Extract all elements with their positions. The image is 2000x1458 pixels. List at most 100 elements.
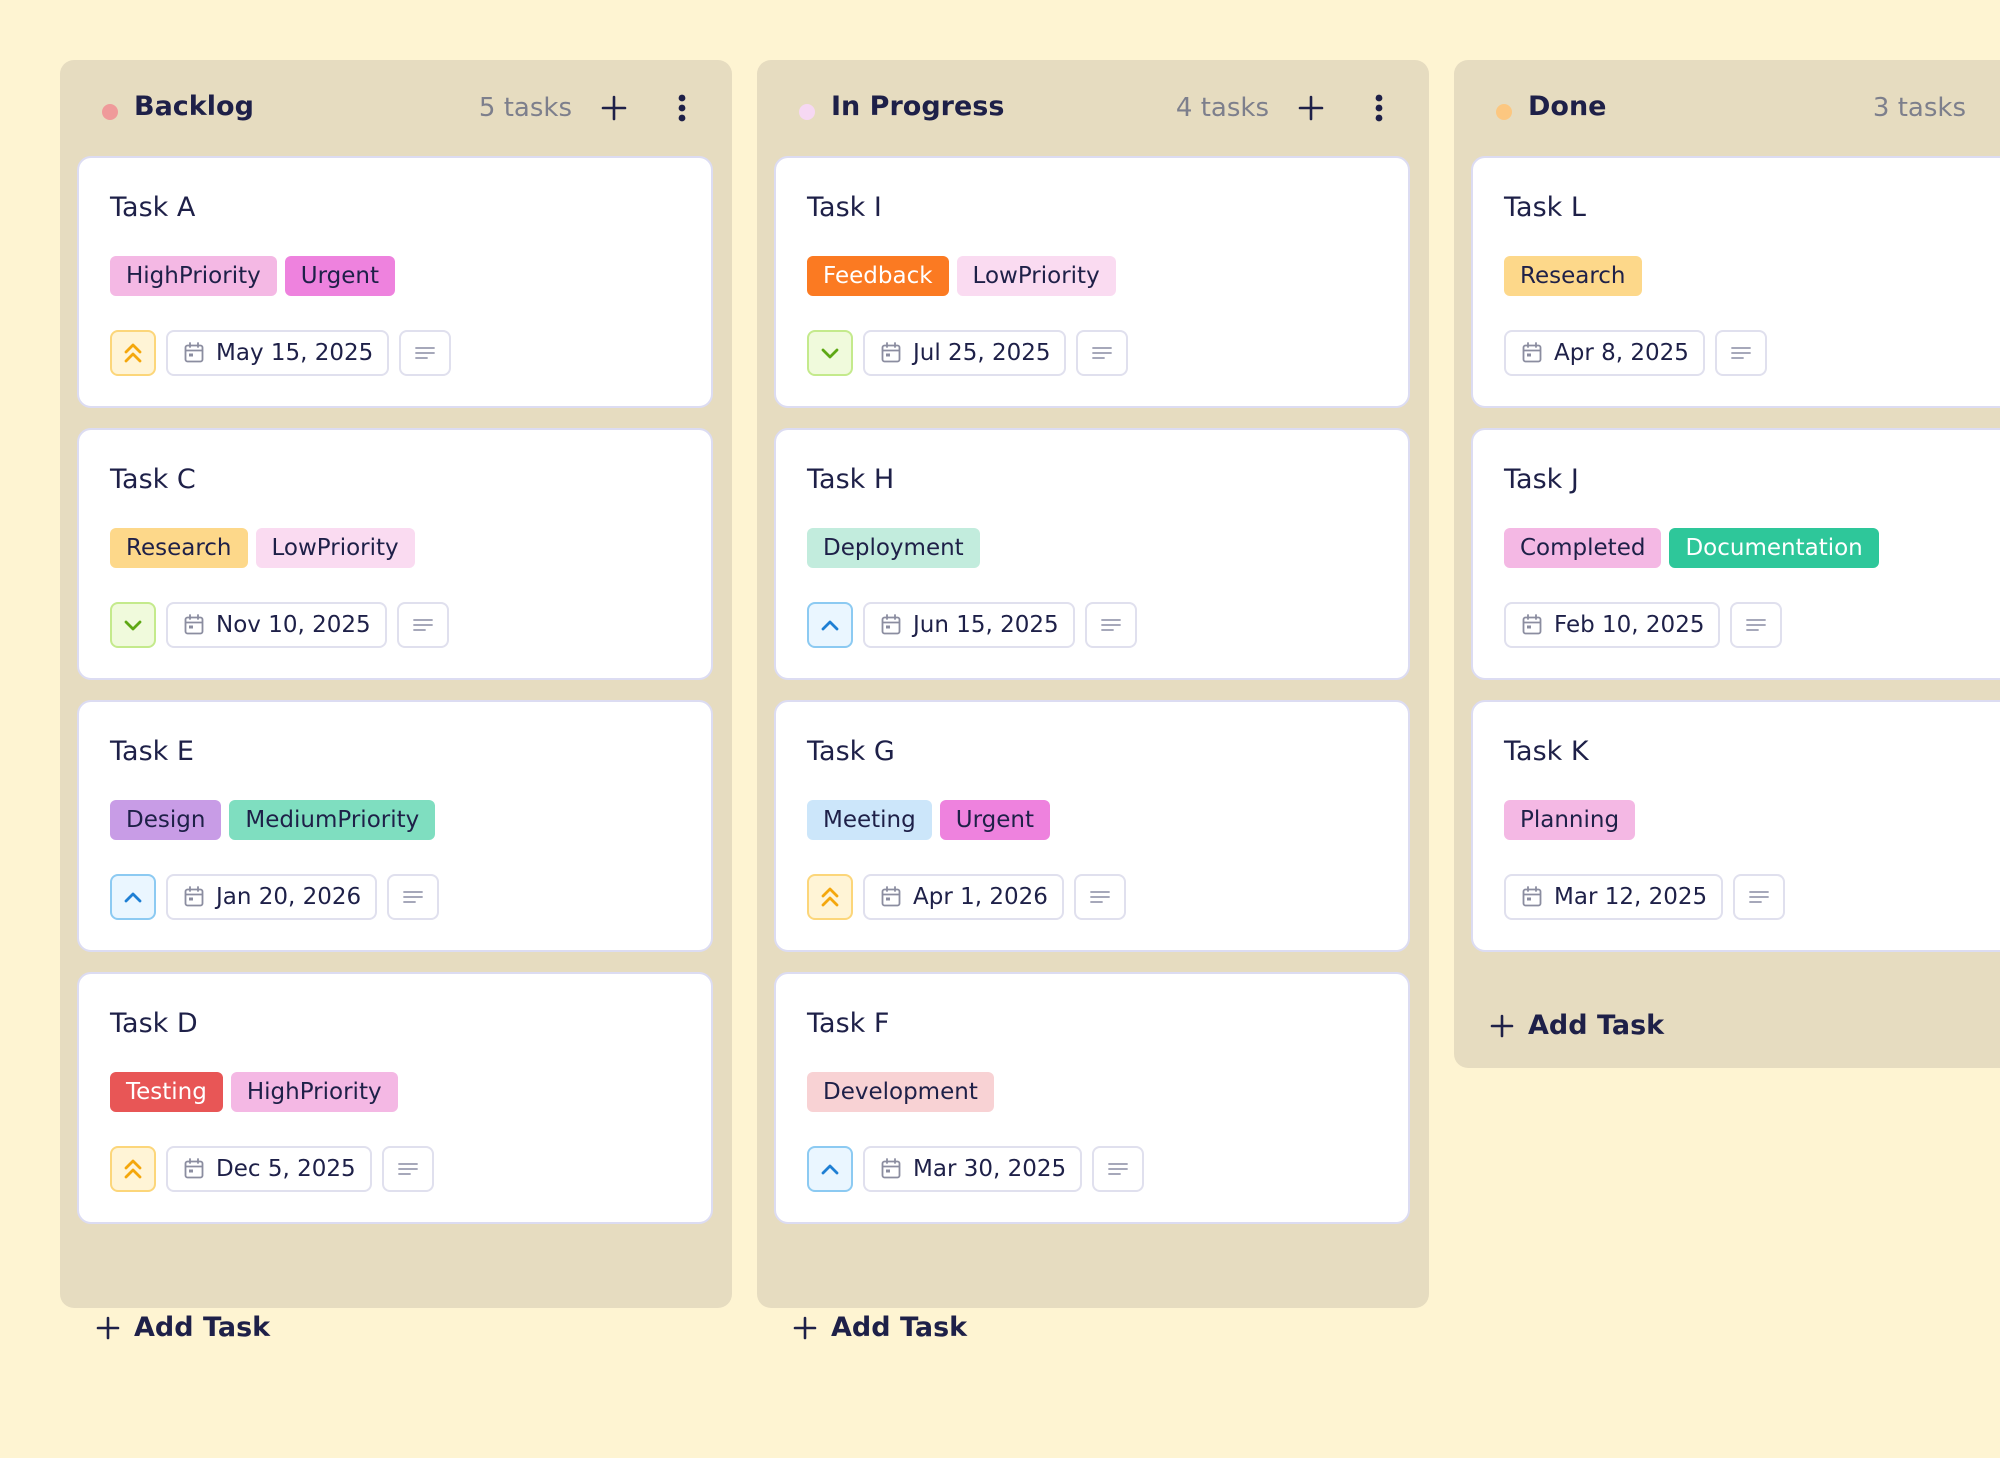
add-task-button[interactable]: Add Task bbox=[1490, 1010, 1664, 1041]
description-button[interactable] bbox=[387, 874, 440, 920]
task-title: Task I bbox=[807, 192, 882, 223]
tag-lowpriority[interactable]: LowPriority bbox=[956, 256, 1116, 296]
tag-feedback[interactable]: Feedback bbox=[807, 256, 949, 296]
task-title: Task G bbox=[807, 736, 895, 767]
due-date-button[interactable]: Jul 25, 2025 bbox=[863, 330, 1067, 376]
column-title: Backlog bbox=[134, 91, 254, 122]
due-date-text: Apr 8, 2025 bbox=[1554, 340, 1689, 366]
tag-completed[interactable]: Completed bbox=[1504, 528, 1662, 568]
task-meta: Mar 30, 2025 bbox=[807, 1146, 1145, 1192]
description-button[interactable] bbox=[1714, 330, 1767, 376]
task-card[interactable]: Task C Research LowPriority Nov 10, 2025 bbox=[77, 428, 713, 680]
add-card-button[interactable] bbox=[1291, 88, 1331, 128]
double-chevron-up-icon bbox=[821, 887, 839, 907]
tag-research[interactable]: Research bbox=[1504, 256, 1642, 296]
description-button[interactable] bbox=[381, 1146, 434, 1192]
column-menu-button[interactable] bbox=[670, 88, 694, 128]
description-icon bbox=[1749, 891, 1770, 903]
priority-medium-button[interactable] bbox=[807, 1146, 853, 1192]
due-date-button[interactable]: Dec 5, 2025 bbox=[166, 1146, 372, 1192]
priority-low-button[interactable] bbox=[110, 602, 156, 648]
priority-medium-button[interactable] bbox=[807, 602, 853, 648]
tag-list: Planning bbox=[1504, 800, 1636, 840]
task-title: Task E bbox=[110, 736, 194, 767]
task-title: Task A bbox=[110, 192, 196, 223]
calendar-icon bbox=[184, 886, 204, 907]
calendar-icon bbox=[184, 614, 204, 635]
description-button[interactable] bbox=[1733, 874, 1786, 920]
due-date-button[interactable]: Apr 1, 2026 bbox=[863, 874, 1064, 920]
tag-highpriority[interactable]: HighPriority bbox=[110, 256, 277, 296]
column-backlog: Backlog 5 tasks Task A HighPriority Urgent Ma… bbox=[60, 60, 732, 1343]
task-card[interactable]: Task I Feedback LowPriority Jul 25, 2025 bbox=[774, 156, 1410, 408]
tag-mediumpriority[interactable]: MediumPriority bbox=[229, 800, 436, 840]
task-card[interactable]: Task K Planning Mar 12, 2025 bbox=[1471, 700, 2000, 952]
due-date-button[interactable]: Jan 20, 2026 bbox=[166, 874, 378, 920]
tag-documentation[interactable]: Documentation bbox=[1669, 528, 1879, 568]
task-card[interactable]: Task E Design MediumPriority Jan 20, 2026 bbox=[77, 700, 713, 952]
description-button[interactable] bbox=[396, 602, 449, 648]
tag-research[interactable]: Research bbox=[110, 528, 248, 568]
due-date-button[interactable]: Feb 10, 2025 bbox=[1504, 602, 1721, 648]
priority-low-button[interactable] bbox=[807, 330, 853, 376]
task-meta: Jan 20, 2026 bbox=[110, 874, 440, 920]
tag-urgent[interactable]: Urgent bbox=[939, 800, 1050, 840]
column-menu-button[interactable] bbox=[1367, 88, 1391, 128]
due-date-button[interactable]: Apr 8, 2025 bbox=[1504, 330, 1705, 376]
due-date-text: Mar 12, 2025 bbox=[1554, 884, 1708, 910]
tag-planning[interactable]: Planning bbox=[1504, 800, 1636, 840]
tag-urgent[interactable]: Urgent bbox=[284, 256, 395, 296]
chevron-up-icon bbox=[821, 1164, 839, 1175]
task-count: 5 tasks bbox=[478, 93, 572, 123]
add-task-button[interactable]: Add Task bbox=[96, 1312, 270, 1343]
task-title: Task J bbox=[1504, 464, 1579, 495]
tag-highpriority[interactable]: HighPriority bbox=[230, 1072, 398, 1112]
tag-design[interactable]: Design bbox=[110, 800, 222, 840]
description-icon bbox=[1089, 891, 1110, 903]
description-button[interactable] bbox=[1084, 602, 1137, 648]
due-date-button[interactable]: Nov 10, 2025 bbox=[166, 602, 387, 648]
tag-lowpriority[interactable]: LowPriority bbox=[255, 528, 415, 568]
column-in-progress: In Progress 4 tasks Task I Feedback LowPrior… bbox=[757, 60, 1429, 1343]
priority-urgent-button[interactable] bbox=[110, 1146, 156, 1192]
tag-testing[interactable]: Testing bbox=[110, 1072, 223, 1112]
tag-development[interactable]: Development bbox=[807, 1072, 994, 1112]
tag-list: Development bbox=[807, 1072, 994, 1112]
add-card-button[interactable] bbox=[594, 88, 634, 128]
task-card[interactable]: Task L Research Apr 8, 2025 bbox=[1471, 156, 2000, 408]
tag-meeting[interactable]: Meeting bbox=[807, 800, 932, 840]
add-task-button[interactable]: Add Task bbox=[793, 1312, 967, 1343]
task-card[interactable]: Task J Completed Documentation Feb 10, 2025 bbox=[1471, 428, 2000, 680]
column-title: In Progress bbox=[831, 91, 1005, 122]
task-card[interactable]: Task H Deployment Jun 15, 2025 bbox=[774, 428, 1410, 680]
priority-medium-button[interactable] bbox=[110, 874, 156, 920]
status-dot bbox=[1496, 104, 1512, 120]
description-button[interactable] bbox=[399, 330, 452, 376]
task-card[interactable]: Task G Meeting Urgent Apr 1, 2026 bbox=[774, 700, 1410, 952]
calendar-icon bbox=[881, 1158, 901, 1179]
column-header: Done 3 tasks bbox=[1454, 60, 2000, 156]
due-date-button[interactable]: Mar 30, 2025 bbox=[863, 1146, 1083, 1192]
due-date-button[interactable]: Jun 15, 2025 bbox=[863, 602, 1075, 648]
task-card[interactable]: Task F Development Mar 30, 2025 bbox=[774, 972, 1410, 1224]
calendar-icon bbox=[881, 886, 901, 907]
task-card[interactable]: Task A HighPriority Urgent May 15, 2025 bbox=[77, 156, 713, 408]
priority-urgent-button[interactable] bbox=[807, 874, 853, 920]
description-button[interactable] bbox=[1092, 1146, 1145, 1192]
calendar-icon bbox=[184, 342, 204, 363]
task-meta: Jul 25, 2025 bbox=[807, 330, 1129, 376]
description-button[interactable] bbox=[1073, 874, 1126, 920]
tag-deployment[interactable]: Deployment bbox=[807, 528, 980, 568]
chevron-down-icon bbox=[124, 620, 142, 631]
description-icon bbox=[1100, 619, 1121, 631]
description-button[interactable] bbox=[1730, 602, 1783, 648]
tag-list: Feedback LowPriority bbox=[807, 256, 1116, 296]
description-button[interactable] bbox=[1076, 330, 1129, 376]
description-icon bbox=[403, 891, 424, 903]
description-icon bbox=[397, 1163, 418, 1175]
priority-urgent-button[interactable] bbox=[110, 330, 156, 376]
due-date-button[interactable]: Mar 12, 2025 bbox=[1504, 874, 1724, 920]
due-date-button[interactable]: May 15, 2025 bbox=[166, 330, 390, 376]
task-card[interactable]: Task D Testing HighPriority Dec 5, 2025 bbox=[77, 972, 713, 1224]
due-date-text: May 15, 2025 bbox=[216, 340, 374, 366]
